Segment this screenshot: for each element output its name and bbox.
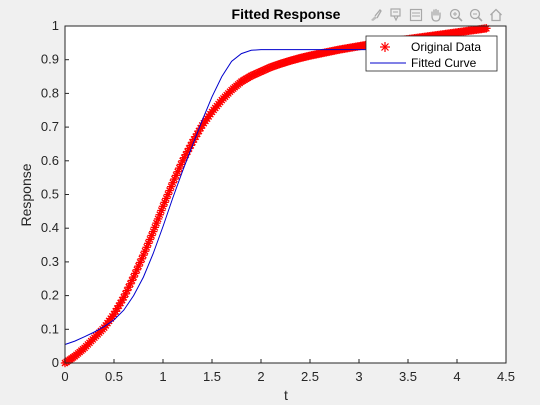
y-tick-label: 0.3 bbox=[41, 254, 59, 269]
y-tick-label: 0.1 bbox=[41, 321, 59, 336]
x-tick-label: 1 bbox=[159, 369, 166, 384]
y-tick-label: 0.2 bbox=[41, 288, 59, 303]
chart-title: Fitted Response bbox=[232, 6, 341, 22]
y-tick-label: 0.7 bbox=[41, 119, 59, 134]
y-tick-label: 0.6 bbox=[41, 153, 59, 168]
home-icon[interactable] bbox=[486, 6, 505, 25]
y-axis: 0 0.1 0.2 0.3 0.4 0.5 0.6 0.7 0.8 0.9 1 bbox=[41, 18, 69, 370]
legend-label-original-data: Original Data bbox=[411, 40, 481, 54]
data-point bbox=[144, 239, 153, 248]
brush-icon[interactable] bbox=[366, 6, 385, 25]
legend-box bbox=[365, 35, 498, 72]
zoom-in-icon[interactable] bbox=[446, 6, 465, 25]
x-tick-label: 0 bbox=[61, 369, 68, 384]
data-point bbox=[178, 156, 187, 165]
x-tick-label: 2 bbox=[257, 369, 264, 384]
legend-label-fitted-curve: Fitted Curve bbox=[411, 56, 477, 70]
y-tick-label: 0.8 bbox=[41, 85, 59, 100]
data-point bbox=[482, 24, 491, 33]
axes-background bbox=[65, 26, 506, 363]
legend-marker-original-data bbox=[380, 42, 390, 52]
axes-toolbar bbox=[366, 5, 505, 25]
y-tick-label: 0.4 bbox=[41, 220, 59, 235]
x-tick-label: 3 bbox=[355, 369, 362, 384]
data-point bbox=[140, 247, 150, 256]
x-axis: 0 0.5 1 1.5 2 2.5 3 3.5 4 4.5 bbox=[61, 359, 515, 384]
x-tick-label: 0.5 bbox=[105, 369, 123, 384]
x-tick-label: 4.5 bbox=[497, 369, 515, 384]
data-tips-icon[interactable] bbox=[386, 6, 405, 25]
insert-legend-icon[interactable] bbox=[406, 6, 425, 25]
x-tick-label: 1.5 bbox=[203, 369, 221, 384]
x-tick-label: 3.5 bbox=[399, 369, 417, 384]
y-tick-label: 0 bbox=[52, 355, 59, 370]
y-tick-label: 0.5 bbox=[41, 187, 59, 202]
y-tick-label: 0.9 bbox=[41, 52, 59, 67]
pan-hand-icon[interactable] bbox=[426, 6, 445, 25]
x-axis-label: t bbox=[284, 387, 288, 403]
x-tick-label: 2.5 bbox=[301, 369, 319, 384]
y-axis-label: Response bbox=[18, 163, 34, 226]
x-tick-label: 4 bbox=[453, 369, 460, 384]
zoom-out-icon[interactable] bbox=[466, 6, 485, 25]
plot-series bbox=[60, 24, 491, 368]
legend[interactable]: Original Data Fitted Curve bbox=[365, 35, 498, 72]
y-tick-label: 1 bbox=[52, 18, 59, 33]
